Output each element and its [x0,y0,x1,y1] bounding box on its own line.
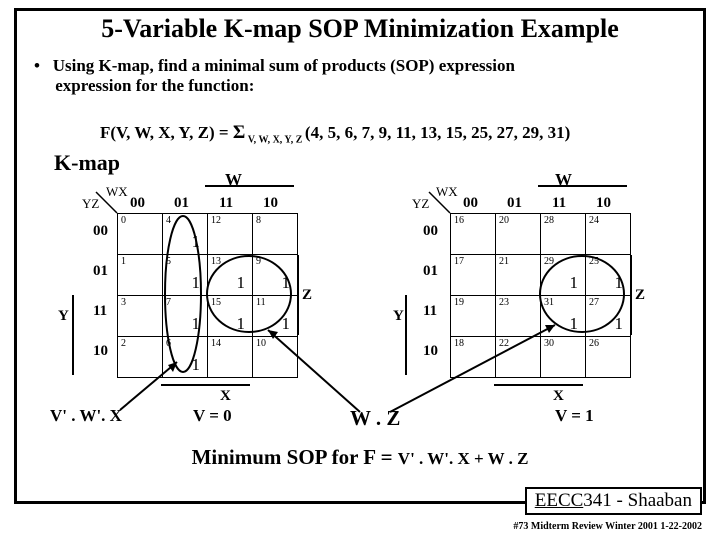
result-expr: V' . W'. X + W . Z [398,449,529,468]
y-bracket-left: Y [58,308,69,325]
v-eq-0: V = 0 [193,406,232,426]
yz-label-right: YZ [412,196,429,212]
function-def: F(V, W, X, Y, Z) = Σ V, W, X, Y, Z (4, 5… [100,122,570,145]
colh-r-3: 10 [596,195,611,212]
v-eq-1: V = 1 [555,406,594,426]
rowh-r-3: 10 [423,343,438,360]
result-pre: Minimum SOP for F = [192,445,398,469]
w-var-left: W [225,170,242,190]
wx-label-left: WX [106,184,128,200]
wx-label-right: WX [436,184,458,200]
rowh-r-1: 01 [423,263,438,280]
rowh-r-0: 00 [423,223,438,240]
footer-underline: EECC [535,490,584,511]
bullet-l1: Using K-map, find a minimal sum of produ… [53,56,515,75]
z-bracket-right: Z [635,287,645,304]
term1: V' . W'. X [50,406,122,426]
rowh-l-0: 00 [93,223,108,240]
slide-title: 5-Variable K-map SOP Minimization Exampl… [0,14,720,44]
result-line: Minimum SOP for F = V' . W'. X + W . Z [0,445,720,470]
footer-box: EECC341 - Shaaban [525,487,702,515]
kmap-label: K-map [54,150,120,176]
func-sub: V, W, X, Y, Z [245,134,305,145]
x-bracket-left: X [220,388,231,405]
func-list: (4, 5, 6, 7, 9, 11, 13, 15, 25, 27, 29, … [305,123,570,142]
colh-l-3: 10 [263,195,278,212]
kmap-right: 16 20 28 24 17 21 291 251 19 23 311 271 … [450,213,631,378]
colh-r-0: 00 [463,195,478,212]
colh-l-1: 01 [174,195,189,212]
yz-label-left: YZ [82,196,99,212]
rowh-l-3: 10 [93,343,108,360]
colh-l-0: 00 [130,195,145,212]
func-pre: F(V, W, X, Y, Z) = [100,123,233,142]
z-bracket-left: Z [302,287,312,304]
x-bracket-right: X [553,388,564,405]
colh-r-1: 01 [507,195,522,212]
rowh-r-2: 11 [423,303,437,320]
bullet-l2: expression for the function: [55,76,254,95]
colh-l-2: 11 [219,195,233,212]
y-bracket-right: Y [393,308,404,325]
rowh-l-1: 01 [93,263,108,280]
w-var-right: W [555,170,572,190]
bullet-text: • Using K-map, find a minimal sum of pro… [34,56,515,96]
slide: 5-Variable K-map SOP Minimization Exampl… [0,0,720,540]
footer-small: #73 Midterm Review Winter 2001 1-22-2002 [513,521,702,532]
colh-r-2: 11 [552,195,566,212]
rowh-l-2: 11 [93,303,107,320]
term2: W . Z [350,406,400,431]
kmap-left: 0 41 12 8 1 51 131 91 3 71 151 111 2 61 … [117,213,298,378]
sigma: Σ [233,122,245,143]
